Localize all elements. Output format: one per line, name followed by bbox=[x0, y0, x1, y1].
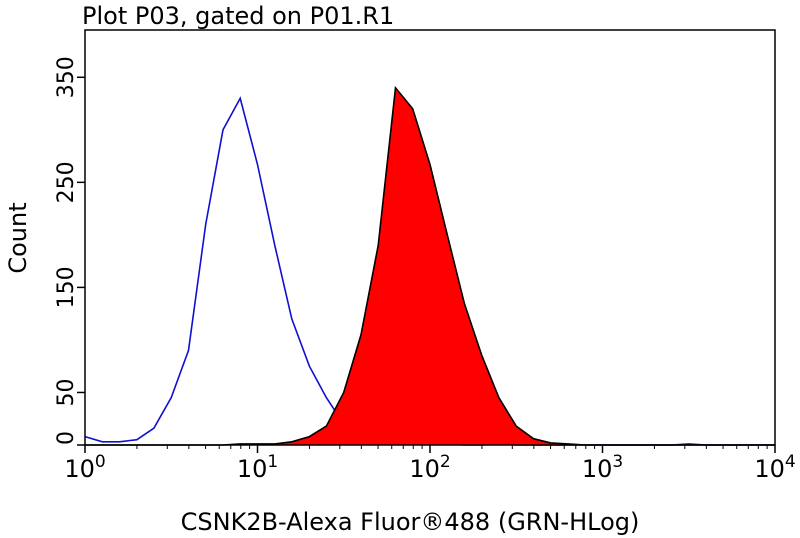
x-axis-label: CSNK2B-Alexa Fluor®488 (GRN-HLog) bbox=[181, 508, 640, 536]
x-tick-exponent: 1 bbox=[267, 452, 278, 472]
x-tick-label: 104 bbox=[754, 452, 795, 483]
x-tick-base: 10 bbox=[409, 455, 440, 483]
y-tick-label: 250 bbox=[54, 161, 79, 203]
y-tick-label: 50 bbox=[54, 378, 79, 406]
y-tick-label: 350 bbox=[54, 56, 79, 98]
x-tick-base: 10 bbox=[582, 455, 613, 483]
x-tick-label: 100 bbox=[64, 452, 105, 483]
x-tick-label: 101 bbox=[237, 452, 278, 483]
y-tick-label: 150 bbox=[54, 266, 79, 308]
x-tick-base: 10 bbox=[754, 455, 785, 483]
x-tick-exponent: 3 bbox=[612, 452, 623, 472]
x-tick-base: 10 bbox=[64, 455, 95, 483]
y-axis-label: Count bbox=[4, 202, 32, 273]
x-tick-label: 102 bbox=[409, 452, 450, 483]
x-tick-exponent: 4 bbox=[785, 452, 796, 472]
y-tick-label: 0 bbox=[54, 431, 79, 445]
x-tick-base: 10 bbox=[237, 455, 268, 483]
x-tick-exponent: 0 bbox=[95, 452, 106, 472]
x-tick-exponent: 2 bbox=[440, 452, 451, 472]
x-tick-label: 103 bbox=[582, 452, 623, 483]
histogram-fill bbox=[85, 87, 775, 446]
chart-title: Plot P03, gated on P01.R1 bbox=[82, 2, 394, 30]
